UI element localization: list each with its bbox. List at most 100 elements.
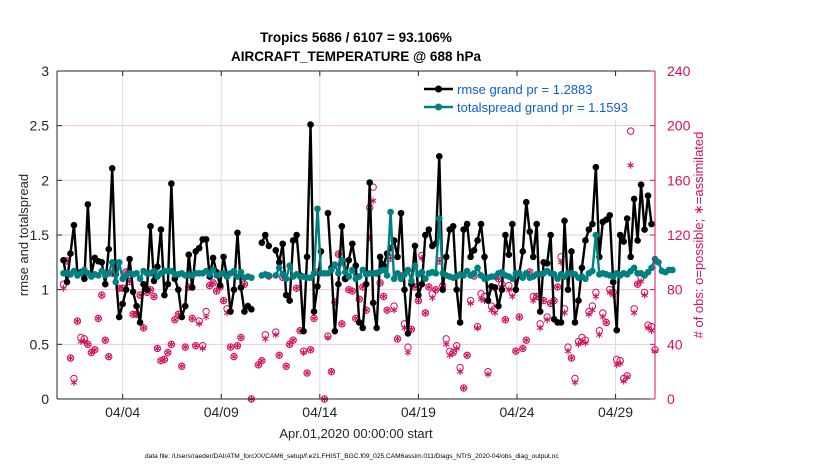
- obs-assimilated-marker: [456, 368, 464, 376]
- obs-assimilated-marker: [554, 283, 561, 291]
- obs-assimilated-marker: [516, 313, 523, 321]
- obs-assimilated-marker: [429, 294, 436, 302]
- rmse-point: [509, 220, 516, 228]
- totalspread-point: [345, 273, 353, 280]
- rmse-point: [314, 283, 321, 290]
- obs-assimilated-marker: [74, 317, 81, 325]
- obs-assimilated-marker: [293, 284, 300, 292]
- rmse-point: [133, 302, 140, 310]
- rmse-point: [181, 302, 189, 310]
- rmse-point: [262, 231, 269, 239]
- obs-assimilated-marker: [171, 316, 179, 324]
- rmse-point: [495, 302, 502, 310]
- rmse-point: [404, 330, 412, 337]
- rmse-point: [300, 327, 307, 335]
- obs-assimilated-marker: [484, 371, 492, 378]
- obs-assimilated-marker: [519, 345, 527, 352]
- totalspread-point: [655, 259, 662, 266]
- rmse-point: [175, 286, 182, 293]
- obs-assimilated-marker: [310, 314, 318, 322]
- rmse-point: [98, 259, 106, 266]
- rmse-point: [641, 226, 648, 233]
- y2-tick-label: 120: [667, 227, 691, 243]
- rmse-point: [394, 253, 401, 261]
- rmse-point: [60, 256, 67, 264]
- totalspread-point: [648, 264, 655, 272]
- obs-assimilated-marker: [258, 357, 266, 365]
- legend-rmse-label: rmse grand pr = 1.2883: [457, 82, 593, 97]
- obs-assimilated-marker: [282, 362, 290, 370]
- rmse-point: [248, 306, 255, 313]
- rmse-point: [564, 286, 572, 293]
- obs-assimilated-marker: [349, 287, 356, 295]
- totalspread-point: [286, 262, 293, 269]
- rmse-point: [481, 253, 488, 261]
- legend-box: [418, 76, 654, 120]
- totalspread-point: [630, 264, 638, 272]
- obs-assimilated-marker: [564, 347, 572, 355]
- totalspread-point: [248, 274, 255, 281]
- rmse-point: [136, 319, 144, 326]
- totalspread-point: [380, 266, 387, 274]
- obs-assimilated-marker: [307, 346, 314, 354]
- obs-assimilated-marker: [345, 286, 353, 294]
- rmse-point: [418, 280, 426, 288]
- rmse-point: [227, 308, 234, 315]
- totalspread-point: [408, 277, 415, 285]
- obs-assimilated-marker: [91, 346, 99, 354]
- totalspread-point: [310, 269, 318, 277]
- obs-assimilated-marker: [206, 282, 213, 289]
- rmse-point: [582, 237, 589, 244]
- obs-assimilated-marker: [199, 345, 206, 352]
- rmse-point: [126, 255, 133, 263]
- rmse-point: [463, 220, 471, 228]
- rmse-point: [435, 152, 443, 160]
- obs-assimilated-marker: [523, 336, 530, 344]
- obs-assimilated-marker: [154, 345, 161, 352]
- totalspread-point: [282, 275, 290, 283]
- totalspread-point: [383, 272, 391, 279]
- rmse-point: [522, 198, 530, 206]
- rmse-point: [161, 291, 168, 299]
- rmse-point: [331, 327, 339, 335]
- y2-tick-label: 160: [667, 172, 691, 188]
- obs-assimilated-marker: [67, 354, 74, 362]
- rmse-point: [220, 253, 227, 261]
- obs-assimilated-marker: [390, 306, 398, 314]
- rmse-point: [366, 179, 373, 186]
- obs-assimilated-marker: [289, 336, 297, 344]
- obs-assimilated-marker: [213, 287, 220, 295]
- rmse-point: [178, 313, 186, 321]
- obs-assimilated-marker: [596, 331, 603, 339]
- totalspread-point: [582, 275, 589, 283]
- obs-assimilated-marker: [630, 309, 638, 317]
- rmse-line: [274, 123, 323, 333]
- totalspread-point: [404, 266, 412, 274]
- totalspread-point: [509, 275, 516, 283]
- obs-assimilated-marker: [648, 327, 655, 335]
- obs-assimilated-marker: [477, 295, 485, 303]
- obs-assimilated-marker: [637, 278, 645, 285]
- totalspread-point: [265, 272, 273, 279]
- rmse-point: [282, 291, 290, 299]
- rmse-point: [237, 284, 245, 291]
- obs-assimilated-marker: [606, 289, 613, 296]
- obs-assimilated-marker: [178, 362, 186, 370]
- totalspread-point: [474, 264, 481, 272]
- totalspread-point: [112, 278, 119, 286]
- rmse-point: [512, 286, 520, 293]
- totalspread-point: [230, 267, 238, 275]
- obs-assimilated-marker: [105, 353, 112, 361]
- obs-assimilated-marker: [488, 306, 495, 314]
- rmse-point: [644, 192, 652, 199]
- obs-assimilated-marker: [95, 314, 102, 322]
- rmse-point: [613, 326, 621, 334]
- rmse-point: [623, 215, 631, 222]
- rmse-point: [216, 281, 224, 289]
- obs-assimilated-marker: [168, 340, 175, 348]
- rmse-point: [648, 220, 655, 228]
- rmse-point: [275, 259, 283, 266]
- rmse-point: [279, 240, 287, 248]
- obs-assimilated-marker: [404, 349, 412, 356]
- rmse-point: [115, 313, 123, 321]
